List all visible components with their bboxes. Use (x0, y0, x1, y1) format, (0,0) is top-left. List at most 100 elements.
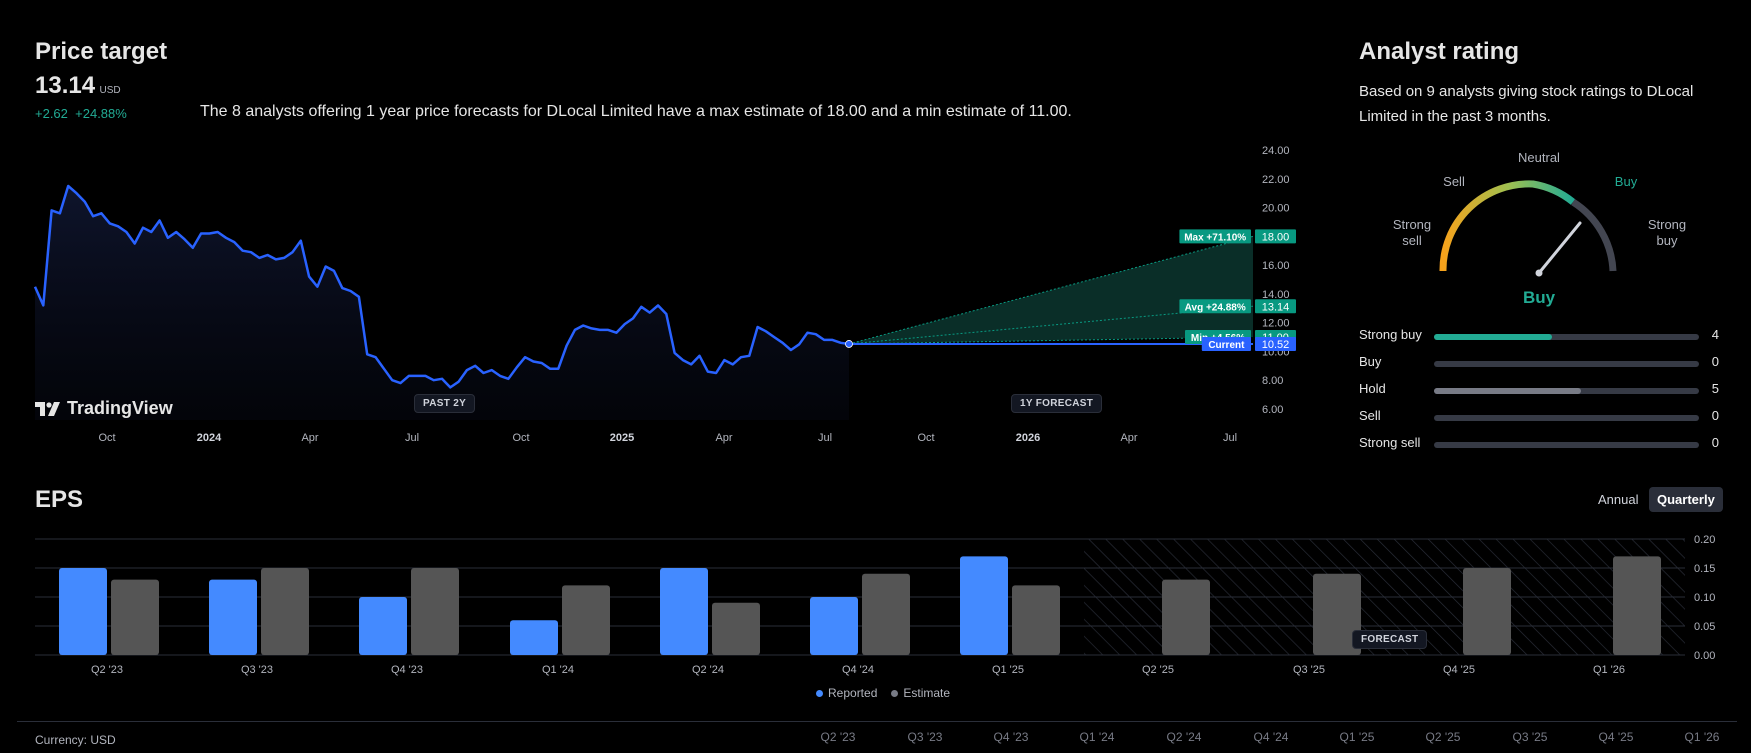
rating-row-count: 0 (1711, 435, 1719, 450)
eps-y-tick: 0.15 (1694, 563, 1715, 575)
eps-bar-estimate[interactable] (1162, 579, 1210, 655)
forecast-current-tag: Current (1208, 340, 1245, 351)
footer-period: Q1 '25 (1339, 730, 1375, 744)
eps-x-tick: Q1 '24 (542, 664, 574, 676)
eps-bar-reported[interactable] (960, 556, 1008, 655)
eps-bar-estimate[interactable] (1012, 585, 1060, 655)
gauge-arc-active (1439, 180, 1576, 272)
change-abs: +2.62 (35, 106, 68, 121)
eps-bar-estimate[interactable] (562, 585, 610, 655)
forecast-avg-tag: Avg +24.88% (1185, 302, 1246, 313)
price-y-tick: 24.00 (1262, 145, 1290, 157)
forecast-current-value: 10.52 (1262, 339, 1290, 351)
eps-x-tick: Q2 '25 (1142, 664, 1174, 676)
eps-bar-estimate[interactable] (261, 568, 309, 655)
price-x-tick: Jul (818, 432, 832, 444)
price-history-line (33, 184, 850, 389)
footer-period: Q2 '23 (820, 730, 856, 744)
analyst-rating-title: Analyst rating (1359, 38, 1520, 65)
rating-row-strong-buy: Strong buy 4 (1359, 327, 1719, 347)
forecast-max-value-bg (1255, 229, 1296, 244)
price-x-tick: Oct (917, 432, 934, 444)
quarterly-toggle[interactable]: Quarterly (1649, 487, 1723, 512)
eps-x-tick: Q4 '24 (842, 664, 874, 676)
forecast-avg-value: 13.14 (1262, 301, 1290, 313)
eps-bar-reported[interactable] (810, 597, 858, 655)
forecast-current-value-bg (1255, 336, 1296, 351)
price-x-tick: Oct (512, 432, 529, 444)
eps-forecast-pill: FORECAST (1352, 630, 1428, 649)
eps-bar-estimate[interactable] (1313, 573, 1361, 655)
rating-row-label: Buy (1359, 354, 1382, 369)
gauge-label-strong-buy-1: Strong (1648, 217, 1686, 232)
footer-period: Q1 '26 (1684, 730, 1720, 744)
footer-period: Q4 '25 (1598, 730, 1634, 744)
legend-estimate: Estimate (903, 686, 951, 700)
eps-y-tick: 0.20 (1694, 534, 1715, 546)
price-y-tick: 14.00 (1262, 289, 1290, 301)
rating-row-sell: Sell 0 (1359, 408, 1719, 428)
rating-row-label: Hold (1359, 381, 1386, 396)
price-x-tick: Jul (405, 432, 419, 444)
eps-bar-reported[interactable] (660, 568, 708, 655)
annual-toggle[interactable]: Annual (1598, 492, 1639, 507)
rating-row-buy: Buy 0 (1359, 354, 1719, 374)
eps-legend: Reported Estimate (816, 686, 950, 700)
price-x-tick: Apr (301, 432, 318, 444)
rating-row-count: 5 (1711, 381, 1719, 396)
currency-label: Currency: USD (35, 733, 116, 747)
price-x-tick: Apr (715, 432, 732, 444)
tradingview-logo: TradingView (35, 398, 173, 419)
price-x-tick: Jul (1223, 432, 1237, 444)
eps-x-tick: Q3 '23 (241, 664, 273, 676)
legend-estimate-swatch (891, 689, 899, 697)
gauge-arc-inactive (1571, 199, 1617, 272)
eps-bar-estimate[interactable] (411, 568, 459, 655)
eps-bar-estimate[interactable] (111, 579, 159, 655)
price-target-description: The 8 analysts offering 1 year price for… (200, 103, 1072, 120)
price-target-title: Price target (35, 38, 168, 65)
legend-reported: Reported (828, 686, 878, 700)
footer-period: Q3 '23 (907, 730, 943, 744)
eps-chart[interactable]: 0.20 0.15 0.10 0.05 0.00 Q2 '23 Q3 '23 Q4 '23 Q1… (0, 520, 1751, 710)
forecast-current-tag-bg (1201, 336, 1251, 351)
forecast-max-tag-bg (1179, 229, 1251, 244)
eps-bar-reported[interactable] (209, 579, 257, 655)
price-x-tick: 2024 (197, 432, 222, 444)
eps-bar-estimate[interactable] (712, 602, 760, 655)
gauge-label-strong-sell-1: Strong (1393, 217, 1431, 232)
past-2y-pill: PAST 2Y (414, 394, 476, 413)
footer-period: Q2 '25 (1425, 730, 1461, 744)
eps-x-tick: Q1 '25 (992, 664, 1024, 676)
price-target-change: +2.62 +24.88% (35, 106, 127, 121)
footer-period: Q3 '25 (1512, 730, 1548, 744)
rating-row-track (1434, 334, 1699, 340)
gauge-label-strong-buy-2: buy (1657, 233, 1678, 248)
rating-row-count: 4 (1711, 327, 1719, 342)
eps-bar-reported[interactable] (510, 620, 558, 655)
price-y-tick: 12.00 (1262, 318, 1290, 330)
eps-bar-estimate[interactable] (862, 573, 910, 655)
gauge-label-sell: Sell (1443, 174, 1465, 189)
eps-bar-reported[interactable] (59, 568, 107, 655)
gauge-label-strong-sell-2: sell (1402, 233, 1422, 248)
price-x-tick: 2026 (1016, 432, 1040, 444)
eps-bar-reported[interactable] (359, 597, 407, 655)
price-target-unit: USD (99, 85, 121, 96)
eps-bar-estimate[interactable] (1463, 568, 1511, 655)
gauge-needle-pivot (1535, 269, 1543, 277)
footer-period: Q2 '24 (1166, 730, 1202, 744)
gauge-needle (1537, 221, 1582, 275)
forecast-cone (849, 236, 1253, 344)
rating-gauge: Strong sell Sell Neutral Buy Strong buy … (1393, 150, 1686, 307)
price-y-tick: 22.00 (1262, 174, 1290, 186)
price-y-tick: 6.00 (1262, 404, 1283, 416)
price-x-tick: Oct (98, 432, 115, 444)
footer-period: Q4 '23 (993, 730, 1029, 744)
eps-bar-estimate[interactable] (1613, 556, 1661, 655)
eps-x-tick: Q4 '25 (1443, 664, 1475, 676)
eps-x-tick: Q4 '23 (391, 664, 423, 676)
eps-x-tick: Q3 '25 (1293, 664, 1325, 676)
current-price-dot (845, 340, 853, 348)
price-chart[interactable]: 24.0022.0020.0018.0016.0014.0012.0010.00… (0, 0, 1320, 460)
